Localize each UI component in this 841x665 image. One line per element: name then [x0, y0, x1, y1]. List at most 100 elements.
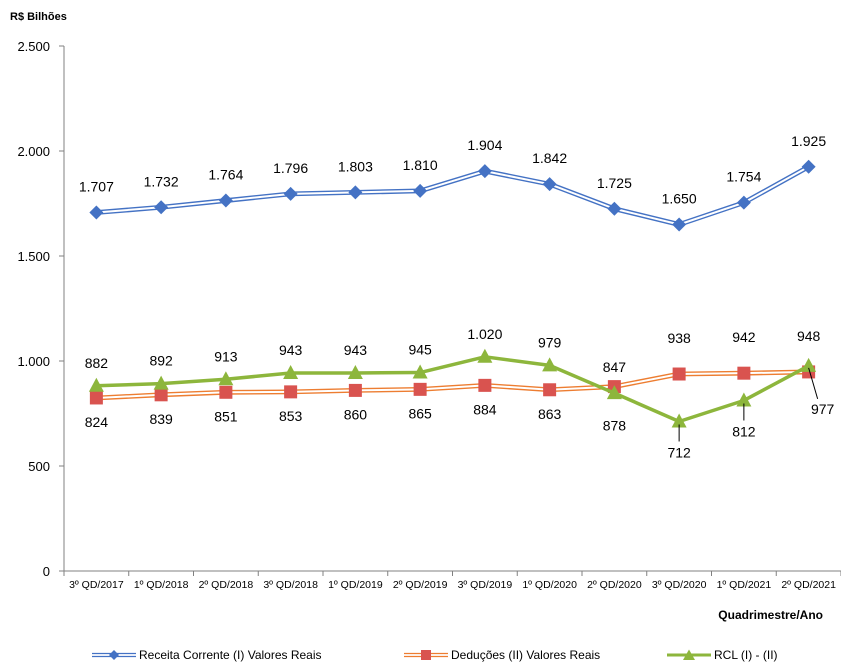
data-point-receita — [413, 183, 428, 198]
data-label-receita: 1.650 — [662, 191, 697, 207]
x-tick-label: 3º QD/2017 — [69, 579, 124, 591]
x-tick-label: 1º QD/2018 — [134, 579, 189, 591]
legend-label-receita: Receita Corrente (I) Valores Reais — [139, 648, 322, 662]
data-point-receita — [736, 195, 751, 210]
legend-marker-deducoes — [404, 650, 448, 660]
data-label-deducoes: 839 — [149, 411, 173, 427]
data-label-deducoes: 948 — [797, 328, 821, 344]
legend-item-receita: Receita Corrente (I) Valores Reais — [92, 646, 322, 664]
data-point-rcl — [671, 413, 687, 428]
data-point-deducoes — [284, 385, 298, 399]
data-point-receita — [542, 177, 557, 192]
data-label-rcl: 847 — [603, 359, 627, 375]
x-tick-label: 2º QD/2019 — [393, 579, 448, 591]
data-label-deducoes: 865 — [408, 405, 432, 421]
data-point-rcl — [283, 364, 299, 379]
data-label-deducoes: 853 — [279, 408, 303, 424]
chart-legend: Receita Corrente (I) Valores Reais Deduç… — [0, 646, 841, 664]
x-tick-label: 3º QD/2019 — [458, 579, 513, 591]
data-point-rcl — [801, 357, 817, 372]
data-point-deducoes — [737, 366, 751, 380]
x-tick-label: 1º QD/2019 — [328, 579, 383, 591]
data-point-deducoes — [219, 385, 233, 399]
y-axis-title: R$ Bilhões — [10, 11, 67, 23]
data-point-deducoes — [89, 391, 103, 405]
data-point-receita — [283, 186, 298, 201]
data-point-deducoes — [543, 383, 557, 397]
chart-series — [88, 159, 817, 428]
data-label-rcl: 943 — [344, 342, 368, 358]
data-label-rcl: 913 — [214, 348, 238, 364]
x-tick-label: 2º QD/2018 — [199, 579, 254, 591]
data-point-deducoes — [348, 383, 362, 397]
data-label-deducoes: 942 — [732, 329, 756, 345]
x-tick-label: 1º QD/2020 — [522, 579, 577, 591]
data-point-rcl — [412, 364, 428, 379]
data-label-receita: 1.925 — [791, 133, 826, 149]
legend-item-rcl: RCL (I) - (II) — [667, 646, 778, 664]
data-label-deducoes: 851 — [214, 408, 238, 424]
y-tick-label: 500 — [28, 459, 50, 474]
data-point-receita — [89, 205, 104, 220]
data-point-deducoes — [154, 388, 168, 402]
data-point-deducoes — [672, 367, 686, 381]
data-point-receita — [477, 164, 492, 179]
data-point-receita — [348, 185, 363, 200]
data-label-rcl: 812 — [732, 423, 756, 439]
data-point-receita — [801, 159, 816, 174]
data-point-rcl — [542, 357, 558, 372]
data-label-rcl: 977 — [811, 401, 835, 417]
x-tick-label: 2º QD/2021 — [781, 579, 836, 591]
data-point-receita — [154, 200, 169, 215]
data-label-rcl: 712 — [667, 444, 691, 460]
data-point-deducoes — [413, 382, 427, 396]
data-label-rcl: 945 — [408, 342, 432, 358]
data-point-deducoes — [478, 378, 492, 392]
data-point-receita — [607, 201, 622, 216]
data-point-rcl — [477, 348, 493, 363]
data-point-receita — [672, 217, 687, 232]
data-label-deducoes: 824 — [85, 414, 109, 430]
data-label-deducoes: 878 — [603, 418, 627, 434]
data-label-receita: 1.725 — [597, 175, 632, 191]
x-axis-title: Quadrimestre/Ano — [718, 608, 823, 622]
series-line-deducoes-inner — [96, 370, 809, 399]
data-label-receita: 1.796 — [273, 160, 308, 176]
data-label-receita: 1.904 — [467, 137, 502, 153]
data-label-receita: 1.732 — [144, 173, 179, 189]
line-chart: 0 500 1.000 1.500 2.000 2.500 3º QD/2017 1º QD/… — [17, 39, 841, 591]
data-label-rcl: 1.020 — [467, 326, 502, 342]
data-label-rcl: 979 — [538, 334, 562, 350]
legend-item-deducoes: Deduções (II) Valores Reais — [404, 646, 600, 664]
chart-axes: 0 500 1.000 1.500 2.000 2.500 3º QD/2017 1º QD/… — [17, 39, 841, 591]
data-label-receita: 1.803 — [338, 158, 373, 174]
series-line-rcl — [96, 355, 810, 424]
data-label-receita: 1.810 — [403, 157, 438, 173]
data-label-deducoes: 860 — [344, 406, 368, 422]
x-tick-label: 3º QD/2020 — [652, 579, 707, 591]
chart-data-labels: 1.707 1.732 1.764 1.796 1.803 1.810 1.904 1.842… — [79, 133, 835, 461]
y-tick-label: 2.500 — [17, 39, 50, 54]
data-label-receita: 1.707 — [79, 179, 114, 195]
data-label-receita: 1.764 — [208, 167, 243, 183]
legend-marker-rcl — [667, 649, 711, 660]
data-label-deducoes: 884 — [473, 401, 497, 417]
legend-label-rcl: RCL (I) - (II) — [714, 648, 778, 662]
series-line-receita-inner — [96, 165, 810, 226]
leader-line — [808, 367, 819, 399]
data-label-rcl: 943 — [279, 342, 303, 358]
y-tick-label: 1.500 — [17, 249, 50, 264]
legend-marker-receita — [92, 650, 136, 660]
data-label-deducoes: 863 — [538, 406, 562, 422]
y-tick-label: 0 — [43, 564, 50, 579]
data-point-rcl — [736, 392, 752, 407]
data-point-rcl — [606, 385, 622, 400]
legend-label-deducoes: Deduções (II) Valores Reais — [451, 648, 601, 662]
data-point-rcl — [347, 364, 363, 379]
data-label-receita: 1.842 — [532, 150, 567, 166]
y-tick-label: 1.000 — [17, 354, 50, 369]
data-point-rcl — [153, 375, 169, 390]
x-tick-label: 3º QD/2018 — [263, 579, 318, 591]
data-point-rcl — [88, 377, 104, 392]
y-tick-label: 2.000 — [17, 144, 50, 159]
